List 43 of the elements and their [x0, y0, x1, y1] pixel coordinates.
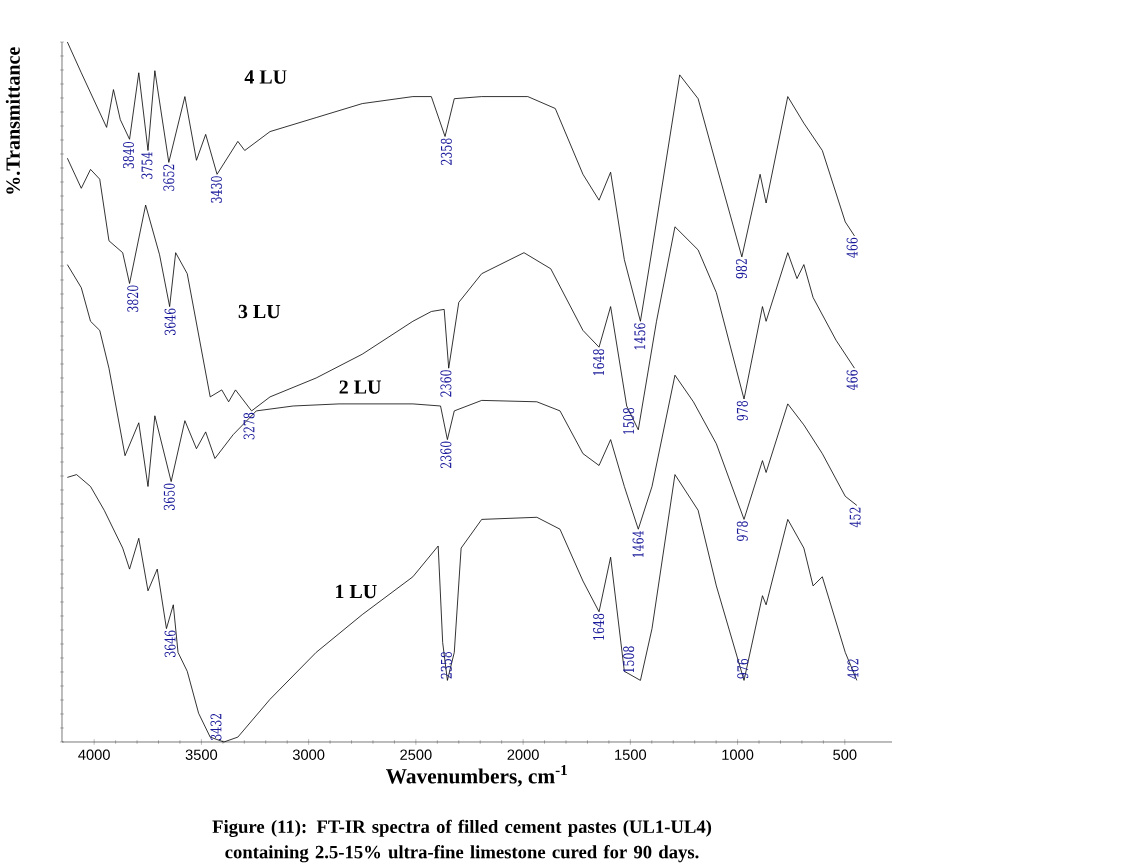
annotation: 3646 [164, 308, 176, 335]
annotation: 1508 [623, 407, 635, 434]
x-tick-label: 1000 [722, 749, 754, 760]
annotation: 466 [846, 370, 858, 391]
annotation: 2358 [440, 651, 452, 679]
annotation: 3840 [122, 141, 135, 169]
x-tick-label: 500 [833, 749, 857, 760]
x-tick-label: 2500 [400, 749, 432, 760]
x-tick-label: 3500 [185, 749, 218, 760]
annotation: 976 [737, 658, 749, 679]
series-label: 2 LU [339, 380, 382, 394]
annotation: 978 [736, 521, 748, 541]
annotation: 1648 [593, 349, 605, 376]
annotation: 3820 [127, 285, 139, 312]
y-axis-title: %.Transmittance [5, 47, 20, 194]
x-tick-label: 4000 [78, 749, 110, 760]
x-tick-label: 3000 [292, 749, 325, 760]
text: Figure (11): FT-IR spectra of filled cement pastes (UL1-UL4) containing 2.5-15% ultra-fine limestone cured for 90 days. [212, 819, 712, 863]
annotation: 2358 [440, 138, 452, 165]
annotation: 1508 [623, 646, 635, 673]
text: 4 LU [244, 70, 287, 84]
annotation: 462 [847, 659, 859, 679]
x-tick-label: 2000 [507, 749, 539, 760]
annotation: 3650 [163, 483, 175, 510]
annotation: 3652 [163, 164, 175, 191]
annotation: 978 [736, 400, 748, 421]
annotation: 3646 [164, 630, 176, 657]
annotation: 466 [846, 237, 858, 258]
series-label: 1 LU [336, 584, 377, 599]
annotation: 452 [849, 507, 861, 528]
annotation: 1456 [634, 323, 646, 350]
annotation: 3432 [210, 713, 222, 740]
annotation: 3430 [210, 176, 222, 203]
annotation: 3754 [141, 152, 153, 179]
text: 3 LU [238, 304, 281, 319]
annotation: 2360 [440, 370, 452, 397]
annotation: 1464 [632, 530, 644, 558]
x-axis-title: Wavenumbers, cm$^{-1}$ [386, 765, 567, 787]
annotation: 1648 [593, 613, 605, 640]
annotation: 982 [735, 259, 747, 279]
x-tick-label: 1500 [615, 749, 647, 760]
annotation: 2360 [440, 441, 452, 469]
annotation: 3278 [243, 412, 255, 440]
